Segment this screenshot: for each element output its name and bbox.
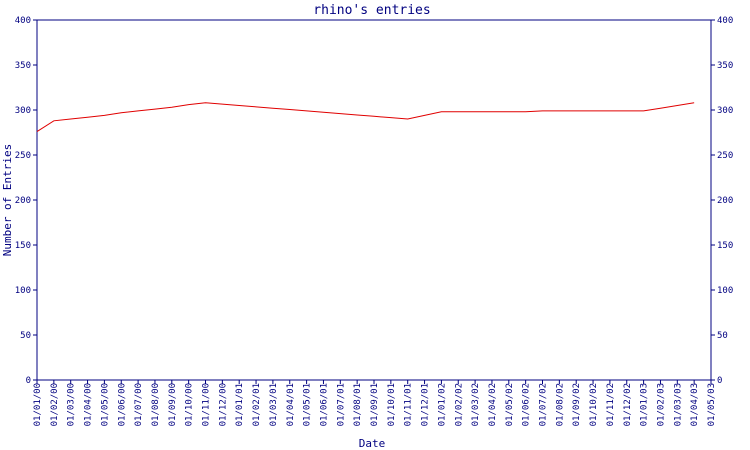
x-tick-label: 01/12/01 [421, 383, 431, 426]
y-tick-label: 400 [15, 16, 31, 26]
x-axis-label: Date [359, 437, 386, 450]
x-tick-label: 01/12/02 [623, 383, 633, 426]
x-tick-label: 01/10/01 [387, 383, 397, 426]
x-tick-label: 01/05/00 [100, 383, 110, 426]
x-tick-label: 01/01/01 [235, 383, 245, 426]
x-tick-label: 01/03/02 [471, 383, 481, 426]
x-tick-label: 01/06/01 [319, 383, 329, 426]
x-tick-label: 01/01/02 [437, 383, 447, 426]
x-tick-label: 01/09/01 [370, 383, 380, 426]
x-tick-label: 01/12/00 [218, 383, 228, 426]
x-tick-label: 01/01/03 [640, 383, 650, 426]
y2-tick-label: 350 [717, 61, 733, 71]
y2-tick-label: 300 [717, 106, 733, 116]
y2-tick-label: 150 [717, 241, 733, 251]
x-tick-label: 01/04/02 [488, 383, 498, 426]
x-tick-label: 01/07/01 [336, 383, 346, 426]
x-tick-label: 01/01/00 [33, 383, 43, 426]
y-tick-label: 0 [26, 376, 31, 386]
x-tick-label: 01/11/01 [404, 383, 414, 426]
x-tick-label: 01/06/02 [522, 383, 532, 426]
x-tick-label: 01/08/01 [353, 383, 363, 426]
x-tick-label: 01/02/01 [252, 383, 262, 426]
x-tick-label: 01/02/00 [50, 383, 60, 426]
y2-tick-label: 200 [717, 196, 733, 206]
x-tick-label: 01/07/02 [539, 383, 549, 426]
x-tick-label: 01/08/00 [151, 383, 161, 426]
y-tick-label: 100 [15, 286, 31, 296]
plot-frame [36, 19, 712, 381]
y-tick-label: 150 [15, 241, 31, 251]
x-tick-label: 01/11/00 [202, 383, 212, 426]
x-tick-label: 01/03/01 [269, 383, 279, 426]
x-tick-label: 01/09/02 [572, 383, 582, 426]
y-tick-label: 350 [15, 61, 31, 71]
y-axis-label: Number of Entries [1, 144, 14, 257]
x-tick-label: 01/03/03 [673, 383, 683, 426]
x-tick-label: 01/02/03 [656, 383, 666, 426]
y2-tick-label: 100 [717, 286, 733, 296]
x-tick-label: 01/10/00 [185, 383, 195, 426]
data-line [36, 102, 695, 133]
x-tick-label: 01/02/02 [454, 383, 464, 426]
x-tick-label: 01/03/00 [67, 383, 77, 426]
x-tick-label: 01/09/00 [168, 383, 178, 426]
x-tick-label: 01/05/03 [707, 383, 717, 426]
y2-tick-label: 0 [717, 376, 722, 386]
y2-tick-label: 50 [717, 331, 728, 341]
y2-tick-label: 250 [717, 151, 733, 161]
x-tick-label: 01/07/00 [134, 383, 144, 426]
x-tick-label: 01/06/00 [117, 383, 127, 426]
y-tick-label: 50 [20, 331, 31, 341]
x-tick-label: 01/11/02 [606, 383, 616, 426]
x-tick-label: 01/04/03 [690, 383, 700, 426]
x-tick-label: 01/10/02 [589, 383, 599, 426]
chart-title: rhino's entries [313, 3, 430, 18]
y-tick-label: 250 [15, 151, 31, 161]
x-tick-label: 01/05/02 [505, 383, 515, 426]
y2-tick-label: 400 [717, 16, 733, 26]
x-tick-label: 01/08/02 [555, 383, 565, 426]
x-tick-label: 01/04/00 [84, 383, 94, 426]
x-tick-label: 01/05/01 [303, 383, 313, 426]
y-tick-label: 200 [15, 196, 31, 206]
x-tick-label: 01/04/01 [286, 383, 296, 426]
y-tick-label: 300 [15, 106, 31, 116]
